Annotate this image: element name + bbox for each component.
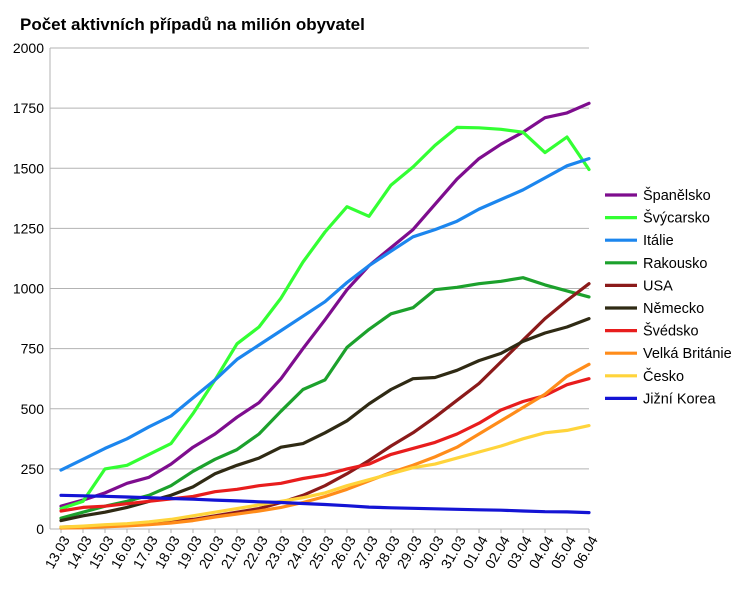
series-line-6 [59, 377, 591, 513]
x-tick-labels: 13.0314.0315.0316.0317.0318.0319.0320.03… [41, 533, 600, 572]
series-line-3 [59, 276, 591, 520]
series-line-1 [59, 125, 591, 511]
y-tick-label: 0 [36, 521, 44, 537]
series-line-9 [59, 493, 591, 515]
legend-label: Španělsko [643, 187, 711, 204]
axes [49, 48, 590, 533]
y-tick-label: 500 [21, 401, 45, 417]
legend-label: Itálie [643, 233, 674, 249]
legend-label: Německo [643, 301, 704, 317]
series-line-7 [59, 362, 591, 530]
gridlines [50, 47, 589, 530]
chart-title: Počet aktivních případů na milión obyvat… [20, 15, 365, 34]
y-tick-label: 1000 [13, 281, 44, 297]
legend-label: Rakousko [643, 256, 707, 272]
legend-label: Švýcarsko [643, 210, 710, 227]
y-tick-label: 250 [21, 461, 45, 477]
legend-label: Česko [643, 368, 684, 385]
legend-label: Velká Británie [643, 346, 732, 362]
y-tick-label: 1750 [13, 100, 44, 116]
legend-label: USA [643, 278, 673, 294]
y-tick-label: 2000 [13, 40, 44, 56]
legend: Španělsko Švýcarsko Itálie Rakousko USA Němec… [605, 187, 732, 407]
y-tick-label: 1250 [13, 220, 44, 236]
legend-label: Švédsko [643, 323, 699, 340]
series-line-0 [59, 101, 591, 508]
y-tick-label: 750 [21, 341, 45, 357]
series-lines [59, 101, 591, 530]
y-tick-labels: 0 250 500 750 1000 1250 1500 1750 2000 [13, 40, 44, 537]
y-tick-label: 1500 [13, 160, 44, 176]
series-line-2 [59, 157, 591, 472]
legend-label: Jižní Korea [643, 391, 716, 407]
series-line-8 [59, 424, 591, 529]
